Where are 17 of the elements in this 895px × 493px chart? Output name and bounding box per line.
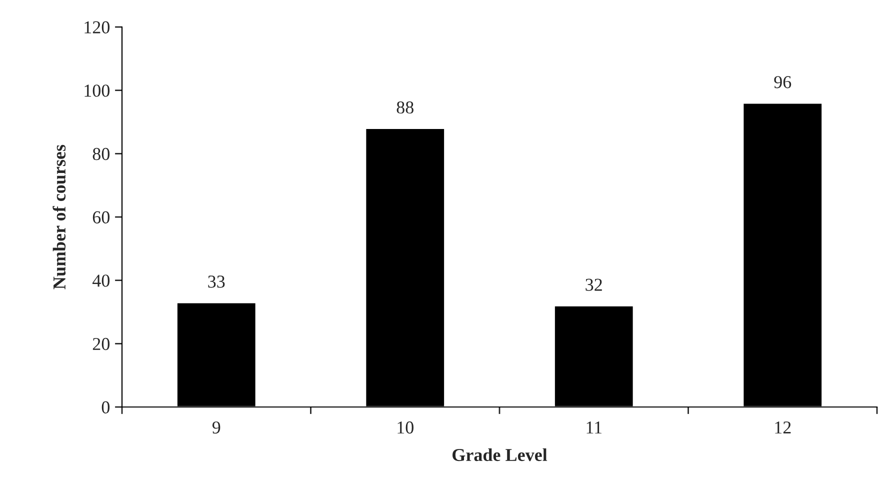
x-axis-title: Grade Level: [452, 448, 548, 462]
data-label: 88: [396, 101, 414, 114]
x-tick-label: 9: [212, 421, 220, 434]
x-tick-label: 10: [398, 421, 414, 434]
y-tick-label: 80: [92, 148, 110, 160]
y-tick-label: 120: [84, 21, 110, 34]
data-label: 96: [774, 76, 792, 88]
y-axis-title: Number of courses: [52, 144, 66, 290]
y-tick-label: 0: [102, 401, 110, 414]
data-label: 33: [208, 276, 225, 288]
data-label: 32: [586, 278, 602, 291]
y-tick-label: 100: [84, 84, 110, 97]
y-tick-label: 20: [92, 338, 110, 350]
y-tick-label: 40: [92, 274, 110, 287]
x-tick-label: 12: [775, 421, 791, 434]
y-tick-label: 60: [92, 211, 110, 224]
x-tick-label: 11: [586, 422, 602, 434]
